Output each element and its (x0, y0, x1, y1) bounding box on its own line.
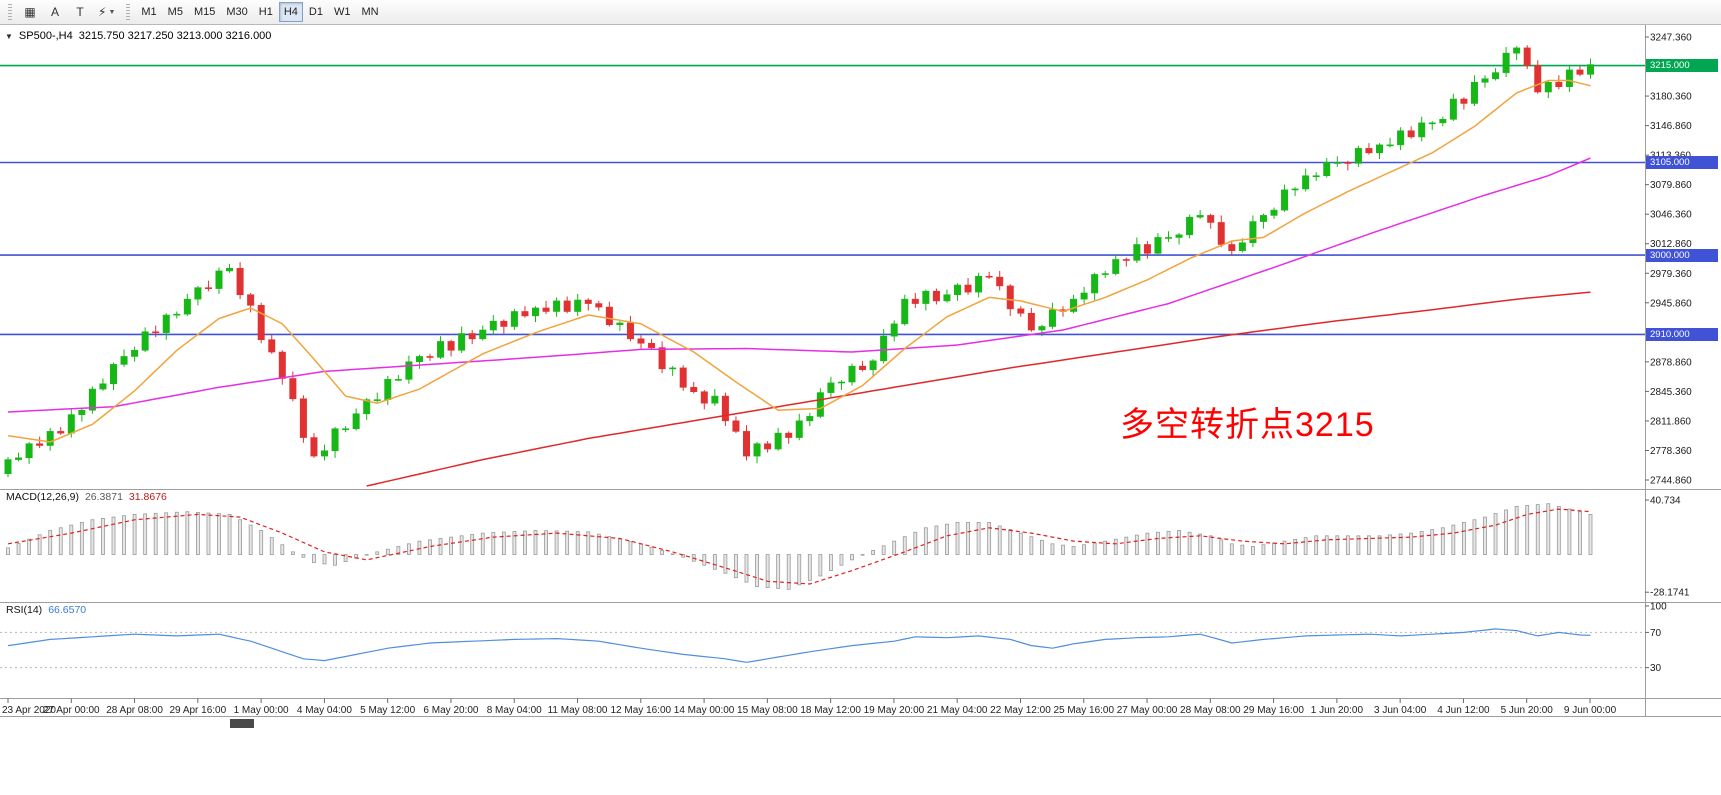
quick-draw-icon[interactable]: ⚡ ▼ (98, 5, 116, 19)
h-scrollbar-thumb[interactable] (230, 719, 254, 728)
time-label: 3 Jun 04:00 (1374, 705, 1427, 716)
chart-title: ▼ SP500-,H4 3215.750 3217.250 3213.000 3… (5, 30, 271, 42)
text-label-icon[interactable]: A (50, 5, 59, 19)
svg-text:3180.360: 3180.360 (1650, 92, 1692, 103)
chart-canvas[interactable]: 3247.3603180.3603146.8603113.3603079.860… (0, 25, 1721, 795)
candlesticks (4, 45, 1595, 478)
time-label: 14 May 00:00 (673, 705, 735, 716)
macd-name: MACD(12,26,9) (6, 491, 79, 503)
timeframe-d1[interactable]: D1 (308, 6, 323, 18)
price-tag-3000: 3000.000 (1646, 248, 1718, 262)
time-label: 28 Apr 08:00 (106, 705, 163, 716)
svg-text:-28.1741: -28.1741 (1650, 588, 1690, 599)
time-label: 18 May 12:00 (800, 705, 861, 716)
timeframe-h1[interactable]: H1 (258, 6, 273, 18)
time-label: 15 May 08:00 (737, 705, 798, 716)
time-label: 1 Jun 20:00 (1310, 705, 1364, 716)
svg-text:40.734: 40.734 (1650, 496, 1681, 507)
time-label: 27 Apr 00:00 (42, 705, 100, 716)
symbol-period-label: SP500-,H4 (18, 30, 73, 42)
time-label: 4 Jun 12:00 (1437, 705, 1490, 716)
svg-text:2845.360: 2845.360 (1650, 387, 1692, 398)
toolbar-grip[interactable] (126, 4, 131, 20)
rsi-line (7, 628, 1591, 663)
dropdown-caret-icon: ▼ (108, 8, 116, 16)
macd-main-value: 26.3871 (84, 491, 123, 503)
time-label: 29 Apr 16:00 (169, 705, 227, 716)
svg-text:2778.360: 2778.360 (1650, 446, 1692, 457)
svg-text:3146.860: 3146.860 (1650, 121, 1692, 132)
chart-window-icon[interactable]: ▦ (24, 5, 36, 19)
time-label: 25 May 16:00 (1053, 705, 1115, 716)
timeframe-m5[interactable]: M5 (167, 6, 183, 18)
time-label: 29 May 16:00 (1243, 705, 1304, 716)
time-label: 4 May 04:00 (296, 705, 352, 716)
time-label: 1 May 00:00 (233, 705, 289, 716)
macd-indicator-label: MACD(12,26,9) 26.3871 31.8676 (6, 491, 167, 503)
rsi-name: RSI(14) (6, 604, 43, 616)
svg-text:2979.360: 2979.360 (1650, 269, 1692, 280)
svg-text:2878.860: 2878.860 (1650, 357, 1692, 368)
timeframe-m1[interactable]: M1 (141, 6, 157, 18)
horizontal-level-lines[interactable] (0, 64, 1645, 336)
macd-signal-line (7, 508, 1591, 585)
ma-fast-line (7, 79, 1591, 443)
macd-signal-value: 31.8676 (128, 491, 167, 503)
svg-text:100: 100 (1650, 602, 1667, 613)
chart-area: 3247.3603180.3603146.8603113.3603079.860… (0, 25, 1721, 795)
svg-text:3046.360: 3046.360 (1650, 210, 1692, 221)
timeframe-w1[interactable]: W1 (333, 6, 351, 18)
chart-menu-caret-icon[interactable]: ▼ (5, 31, 13, 41)
time-label: 22 May 12:00 (990, 705, 1051, 716)
drawing-tools-toolbar: ▦ A T ⚡ ▼ (18, 2, 120, 22)
toolbar-grip[interactable] (8, 4, 12, 20)
rsi-value: 66.6570 (48, 604, 87, 616)
svg-text:30: 30 (1650, 663, 1662, 674)
price-tag-3215: 3215.000 (1646, 59, 1718, 73)
time-label: 19 May 20:00 (863, 705, 925, 716)
text-tool-icon[interactable]: T (76, 5, 84, 19)
time-label: 8 May 04:00 (486, 705, 542, 716)
timeframe-mn[interactable]: MN (361, 6, 379, 18)
time-label: 27 May 00:00 (1116, 705, 1178, 716)
ma-slow-line (366, 291, 1591, 487)
timeframe-m15[interactable]: M15 (193, 6, 216, 18)
time-label: 5 Jun 20:00 (1500, 705, 1553, 716)
toolbar: ▦ A T ⚡ ▼ M1 M5 M15 M30 H1 H4 D1 W1 MN (0, 0, 1721, 25)
svg-text:3247.360: 3247.360 (1650, 33, 1692, 44)
time-label: 11 May 08:00 (547, 705, 608, 716)
svg-text:2811.860: 2811.860 (1650, 416, 1691, 427)
annotation-text: 多空转折点3215 (1120, 406, 1375, 444)
time-label: 6 May 20:00 (423, 705, 479, 716)
price-tag-2910: 2910.000 (1646, 327, 1718, 341)
rsi-indicator-label: RSI(14) 66.6570 (6, 604, 86, 616)
time-label: 21 May 04:00 (926, 705, 988, 716)
time-label: 9 Jun 00:00 (1563, 705, 1617, 716)
time-label: 23 Apr 2020 (2, 705, 56, 716)
ma-mid-line (7, 157, 1591, 413)
svg-text:70: 70 (1650, 628, 1662, 639)
time-label: 28 May 08:00 (1180, 705, 1241, 716)
price-tag-3105: 3105.000 (1646, 156, 1718, 169)
timeframe-toolbar: M1 M5 M15 M30 H1 H4 D1 W1 MN (136, 2, 383, 22)
timeframe-m30[interactable]: M30 (226, 6, 248, 18)
svg-text:2744.860: 2744.860 (1650, 476, 1692, 487)
time-label: 5 May 12:00 (360, 705, 416, 716)
ohlc-values: 3215.750 3217.250 3213.000 3216.000 (78, 30, 272, 42)
timeframe-h4[interactable]: H4 (278, 2, 303, 22)
macd-histogram (6, 503, 1593, 590)
time-label: 12 May 16:00 (610, 705, 672, 716)
svg-text:3012.860: 3012.860 (1650, 239, 1692, 250)
svg-text:3079.860: 3079.860 (1650, 180, 1692, 191)
svg-text:2945.860: 2945.860 (1650, 298, 1692, 309)
